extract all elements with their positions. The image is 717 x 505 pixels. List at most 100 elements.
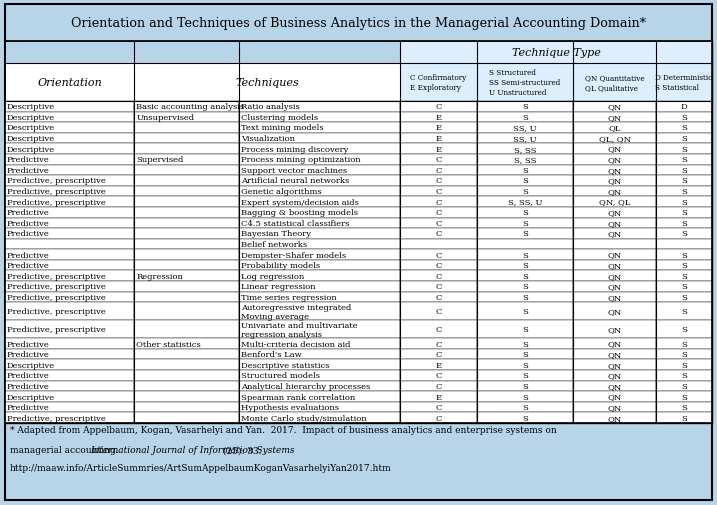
Bar (574, 381, 656, 391)
Text: QN: QN (608, 103, 622, 111)
Bar (400, 176, 477, 186)
Bar (134, 381, 239, 391)
Bar (400, 391, 477, 402)
Bar (239, 208, 400, 218)
Bar (656, 413, 712, 423)
Bar (477, 250, 574, 261)
Text: Technique Type: Technique Type (512, 48, 601, 58)
Text: S: S (681, 198, 687, 206)
Text: S: S (522, 219, 528, 227)
Text: S: S (681, 230, 687, 238)
Bar (400, 360, 477, 370)
Bar (477, 123, 574, 133)
Text: E: E (435, 114, 442, 122)
Text: Basic accounting analysis: Basic accounting analysis (136, 103, 244, 111)
Bar (400, 42, 712, 64)
Text: S: S (681, 156, 687, 164)
Bar (574, 391, 656, 402)
Text: S: S (681, 372, 687, 380)
Text: Predictive, prescriptive: Predictive, prescriptive (7, 326, 105, 334)
Text: QN: QN (608, 414, 622, 422)
Text: S, SS: S, SS (514, 145, 536, 154)
Text: C: C (435, 350, 442, 359)
Bar (134, 302, 239, 321)
Text: D: D (680, 103, 688, 111)
Text: S: S (522, 382, 528, 390)
Text: International Journal of Information Systems: International Journal of Information Sys… (90, 445, 295, 455)
Text: QN: QN (608, 326, 622, 334)
Text: S: S (522, 283, 528, 291)
Bar (239, 370, 400, 381)
Text: Spearman rank correlation: Spearman rank correlation (241, 393, 355, 401)
Bar (477, 349, 574, 360)
Text: Predictive, prescriptive: Predictive, prescriptive (7, 177, 105, 185)
Text: S: S (681, 135, 687, 143)
Text: S: S (522, 167, 528, 175)
Bar (400, 144, 477, 155)
Bar (477, 381, 574, 391)
Text: C: C (435, 167, 442, 175)
Bar (239, 165, 400, 176)
Text: Descriptive: Descriptive (7, 114, 55, 122)
Bar (5, 229, 134, 239)
Bar (477, 229, 574, 239)
Bar (400, 250, 477, 261)
Text: Predictive: Predictive (7, 382, 49, 390)
Text: S: S (522, 103, 528, 111)
Text: Supervised: Supervised (136, 156, 184, 164)
Bar (5, 176, 134, 186)
Bar (400, 281, 477, 292)
Text: QN: QN (608, 145, 622, 154)
Text: QN: QN (608, 262, 622, 270)
Bar (656, 239, 712, 250)
Text: QN: QN (608, 156, 622, 164)
Text: Descriptive: Descriptive (7, 361, 55, 369)
Bar (574, 155, 656, 165)
Bar (656, 186, 712, 197)
Text: Text mining models: Text mining models (241, 124, 323, 132)
Text: QN: QN (608, 272, 622, 280)
Bar (5, 208, 134, 218)
Text: S, SS, U: S, SS, U (508, 198, 542, 206)
Text: Linear regression: Linear regression (241, 283, 315, 291)
Bar (656, 302, 712, 321)
Bar (477, 402, 574, 413)
Bar (574, 133, 656, 144)
Bar (134, 133, 239, 144)
Bar (239, 402, 400, 413)
Text: Hypothesis evaluations: Hypothesis evaluations (241, 403, 339, 411)
Text: Genetic algorithms: Genetic algorithms (241, 188, 322, 195)
Bar (477, 102, 574, 113)
Bar (656, 197, 712, 208)
Bar (5, 349, 134, 360)
Text: S: S (522, 393, 528, 401)
Bar (134, 413, 239, 423)
Text: S: S (681, 382, 687, 390)
Text: QN: QN (608, 308, 622, 316)
Text: Ratio analysis: Ratio analysis (241, 103, 300, 111)
Bar (5, 302, 134, 321)
Text: E: E (435, 393, 442, 401)
Bar (656, 250, 712, 261)
Bar (239, 176, 400, 186)
Bar (239, 113, 400, 123)
Bar (134, 292, 239, 302)
Text: Monte Carlo study/simulation: Monte Carlo study/simulation (241, 414, 366, 422)
Text: S: S (522, 188, 528, 195)
Bar (5, 64, 134, 102)
Bar (656, 261, 712, 271)
Bar (239, 271, 400, 281)
Bar (477, 64, 574, 102)
Bar (134, 261, 239, 271)
Text: Unsupervised: Unsupervised (136, 114, 194, 122)
Bar (400, 349, 477, 360)
Bar (134, 102, 239, 113)
Text: QN: QN (608, 177, 622, 185)
Text: QN Quantitative
QL Qualitative: QN Quantitative QL Qualitative (585, 74, 645, 92)
Bar (400, 197, 477, 208)
Text: QN: QN (608, 372, 622, 380)
Bar (239, 123, 400, 133)
Text: (25): 33.: (25): 33. (220, 445, 262, 455)
Text: QN: QN (608, 382, 622, 390)
Bar (574, 239, 656, 250)
